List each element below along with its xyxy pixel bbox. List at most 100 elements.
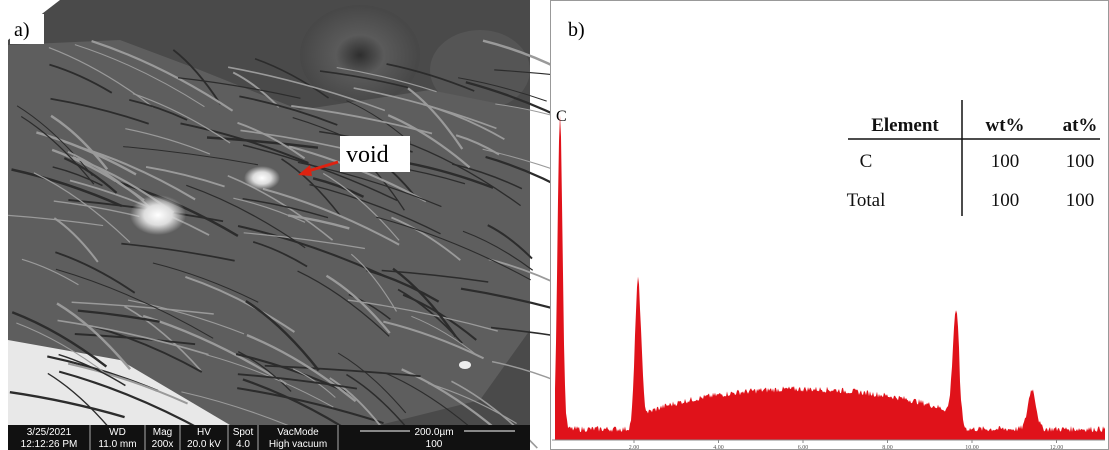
info-bar-text: WD bbox=[109, 427, 126, 438]
info-bar-text: Spot bbox=[233, 427, 254, 438]
fiber bbox=[387, 114, 471, 169]
fiber bbox=[185, 275, 296, 333]
fiber bbox=[74, 333, 196, 346]
fiber bbox=[391, 216, 461, 261]
fiber bbox=[57, 319, 209, 356]
info-bar-text: 20.0 kV bbox=[187, 439, 221, 450]
peak-label: C bbox=[556, 108, 567, 125]
fiber bbox=[346, 373, 410, 431]
fiber bbox=[58, 353, 126, 387]
fiber bbox=[348, 293, 391, 320]
fiber bbox=[56, 302, 132, 370]
fiber-lines bbox=[8, 39, 643, 449]
info-bar-background bbox=[8, 425, 530, 450]
fiber bbox=[254, 58, 330, 99]
fiber bbox=[347, 299, 498, 332]
fiber bbox=[172, 49, 222, 105]
table-header: Element bbox=[871, 115, 939, 136]
fiber bbox=[325, 274, 391, 334]
fiber bbox=[77, 309, 160, 323]
info-bar-text: VacMode bbox=[277, 427, 319, 438]
fiber bbox=[406, 161, 494, 189]
table-cell: 100 bbox=[1066, 151, 1095, 172]
fiber bbox=[49, 63, 113, 94]
fiber bbox=[206, 136, 319, 149]
info-bar-text: High vacuum bbox=[269, 439, 327, 450]
annotation-box bbox=[340, 136, 410, 172]
fiber bbox=[129, 99, 188, 121]
fiber bbox=[400, 139, 521, 207]
fiber bbox=[33, 172, 131, 243]
fiber bbox=[407, 87, 464, 150]
fiber bbox=[152, 262, 259, 303]
fiber bbox=[309, 183, 441, 235]
fiber bbox=[142, 314, 287, 386]
fiber bbox=[123, 146, 259, 166]
x-ticks: 2.00 4.00 6.00 8.00 10.00 12.00 bbox=[629, 440, 1063, 450]
fiber bbox=[319, 70, 409, 89]
x-tick-label: 4.00 bbox=[713, 445, 724, 450]
fiber bbox=[243, 232, 365, 250]
fiber bbox=[52, 166, 103, 187]
info-bar-text: Mag bbox=[153, 427, 172, 438]
fiber bbox=[121, 242, 235, 262]
fiber bbox=[237, 351, 292, 392]
fiber bbox=[392, 267, 457, 338]
fiber bbox=[292, 368, 336, 398]
info-bar-text: 200x bbox=[152, 439, 174, 450]
annotation: void bbox=[346, 142, 389, 168]
x-tick-label: 8.00 bbox=[882, 445, 893, 450]
fiber bbox=[312, 177, 365, 198]
fiber bbox=[16, 105, 93, 177]
panel-label: b) bbox=[568, 19, 585, 41]
info-bar-text: 200.0µm bbox=[414, 427, 453, 438]
info-bar-text: 12:12:26 PM bbox=[21, 439, 78, 450]
fiber bbox=[186, 184, 306, 249]
fiber bbox=[336, 66, 437, 93]
sem-highlight bbox=[244, 166, 280, 190]
fiber bbox=[353, 87, 497, 130]
table-cell: 100 bbox=[1066, 190, 1095, 211]
fiber bbox=[11, 311, 108, 368]
fiber bbox=[124, 305, 202, 372]
fiber bbox=[451, 163, 523, 190]
fiber bbox=[74, 44, 205, 108]
x-tick-label: 2.00 bbox=[629, 445, 640, 450]
fiber bbox=[91, 40, 234, 112]
fiber bbox=[145, 166, 225, 188]
table-header: wt% bbox=[985, 115, 1024, 136]
fiber bbox=[291, 105, 433, 135]
fiber bbox=[92, 325, 203, 373]
fiber bbox=[495, 103, 551, 116]
info-bar-text: 3/25/2021 bbox=[27, 427, 72, 438]
sem-blob bbox=[300, 5, 420, 105]
fiber bbox=[9, 391, 125, 419]
info-bar-text: 4.0 bbox=[236, 439, 250, 450]
fiber bbox=[242, 198, 329, 219]
fiber bbox=[237, 224, 386, 278]
fiber bbox=[48, 46, 154, 108]
fiber bbox=[55, 268, 214, 339]
fiber bbox=[55, 251, 136, 294]
info-bar-text: HV bbox=[197, 427, 211, 438]
fiber bbox=[487, 224, 533, 260]
fiber bbox=[77, 145, 196, 201]
panel-label: a) bbox=[14, 19, 30, 41]
eds-panel: b) C 2.00 4.00 6.00 8.00 10.00 12.00 Element … bbox=[550, 0, 1109, 450]
table-header: at% bbox=[1063, 115, 1098, 136]
fiber bbox=[322, 172, 400, 241]
fiber bbox=[239, 95, 338, 126]
fiber bbox=[237, 373, 358, 390]
fiber bbox=[376, 216, 531, 281]
fiber bbox=[329, 377, 382, 427]
fiber bbox=[132, 92, 231, 144]
fiber bbox=[245, 299, 320, 372]
fiber bbox=[53, 217, 99, 263]
fiber bbox=[337, 352, 407, 414]
fiber bbox=[262, 187, 400, 246]
sem-highlight bbox=[130, 195, 186, 235]
fiber bbox=[58, 370, 205, 432]
